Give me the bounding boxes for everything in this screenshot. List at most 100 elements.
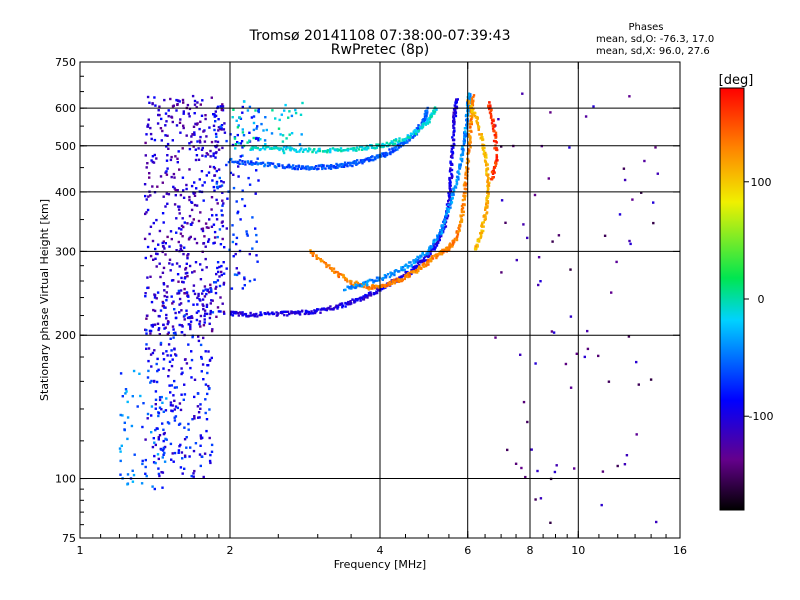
echo-point bbox=[167, 147, 170, 150]
trace-point bbox=[472, 95, 475, 99]
echo-point bbox=[153, 296, 157, 299]
trace-point bbox=[350, 302, 353, 305]
echo-point bbox=[182, 124, 185, 127]
echo-point bbox=[174, 155, 177, 158]
echo-point bbox=[160, 395, 163, 399]
echo-point bbox=[185, 291, 189, 294]
echo-point bbox=[235, 267, 238, 270]
trace-point bbox=[452, 121, 455, 124]
trace-point bbox=[487, 177, 490, 180]
trace-point bbox=[231, 314, 235, 317]
echo-point bbox=[186, 257, 189, 260]
echo-point bbox=[175, 98, 178, 102]
echo-point bbox=[169, 401, 173, 404]
trace-point bbox=[486, 180, 489, 184]
trace-point bbox=[445, 249, 448, 252]
trace-point bbox=[452, 133, 455, 137]
echo-point bbox=[177, 449, 181, 452]
trace-point bbox=[367, 159, 371, 163]
trace-point bbox=[427, 258, 430, 262]
echo-point bbox=[154, 398, 158, 401]
echo-point bbox=[168, 360, 172, 363]
trace-point bbox=[462, 210, 465, 213]
trace-point bbox=[423, 255, 427, 258]
trace-point bbox=[472, 94, 476, 97]
echo-point bbox=[165, 313, 168, 317]
trace-point bbox=[460, 204, 464, 208]
trace-point bbox=[369, 291, 372, 294]
echo-point bbox=[255, 169, 258, 172]
echo-point bbox=[494, 336, 497, 339]
trace-point bbox=[449, 206, 452, 209]
echo-point bbox=[300, 133, 303, 136]
trace-point bbox=[457, 178, 460, 181]
echo-point bbox=[144, 292, 147, 295]
echo-point bbox=[179, 466, 183, 469]
echo-point bbox=[163, 98, 166, 102]
echo-point bbox=[226, 197, 229, 200]
echo-point bbox=[209, 149, 212, 153]
echo-point bbox=[175, 231, 178, 234]
trace-point bbox=[330, 164, 333, 167]
echo-point bbox=[246, 141, 249, 144]
trace-point bbox=[450, 172, 453, 176]
trace-point bbox=[444, 219, 447, 223]
trace-point bbox=[397, 146, 401, 149]
echo-point bbox=[187, 343, 190, 346]
trace-point bbox=[396, 277, 399, 280]
trace-point bbox=[398, 276, 401, 279]
echo-point bbox=[194, 148, 197, 151]
echo-point bbox=[251, 216, 254, 219]
echo-point bbox=[278, 118, 281, 122]
trace-point bbox=[423, 262, 426, 265]
echo-point bbox=[192, 284, 196, 287]
echo-point bbox=[179, 193, 183, 197]
chart-subtitle: RwPretec (8p) bbox=[331, 42, 429, 58]
echo-point bbox=[256, 260, 259, 263]
trace-point bbox=[427, 263, 430, 266]
echo-point bbox=[225, 163, 228, 167]
trace-point bbox=[480, 229, 483, 232]
trace-point bbox=[349, 147, 352, 151]
trace-point bbox=[389, 151, 392, 154]
trace-point bbox=[468, 122, 472, 125]
trace-point bbox=[305, 167, 308, 171]
trace-point bbox=[371, 155, 374, 158]
echo-point bbox=[236, 211, 239, 215]
echo-point bbox=[195, 154, 199, 157]
echo-point bbox=[213, 281, 216, 284]
echo-point bbox=[183, 318, 186, 321]
trace-point bbox=[479, 236, 482, 240]
echo-point bbox=[124, 392, 127, 395]
echo-point bbox=[159, 343, 163, 346]
trace-point bbox=[404, 270, 407, 274]
echo-point bbox=[153, 349, 156, 352]
echo-point bbox=[157, 328, 160, 332]
trace-point bbox=[303, 167, 306, 170]
echo-point bbox=[601, 470, 605, 473]
trace-point bbox=[492, 129, 496, 132]
echo-point bbox=[205, 303, 209, 307]
echo-point bbox=[216, 306, 220, 309]
echo-point bbox=[146, 412, 150, 416]
trace-point bbox=[493, 123, 496, 127]
echo-point bbox=[202, 378, 205, 381]
trace-point bbox=[435, 108, 438, 111]
echo-point bbox=[181, 280, 184, 284]
echo-point bbox=[205, 226, 209, 229]
echo-point bbox=[212, 124, 216, 127]
echo-point bbox=[177, 289, 181, 293]
echo-point bbox=[185, 312, 188, 316]
trace-point bbox=[406, 136, 409, 139]
echo-point bbox=[193, 194, 197, 197]
trace-point bbox=[434, 254, 437, 257]
trace-point bbox=[407, 261, 411, 264]
trace-point bbox=[390, 282, 394, 285]
echo-point bbox=[158, 333, 161, 336]
trace-point bbox=[486, 179, 489, 182]
trace-point bbox=[487, 194, 490, 198]
trace-point bbox=[459, 165, 462, 168]
echo-point bbox=[201, 146, 204, 150]
trace-point bbox=[327, 164, 330, 168]
trace-point bbox=[294, 310, 297, 314]
